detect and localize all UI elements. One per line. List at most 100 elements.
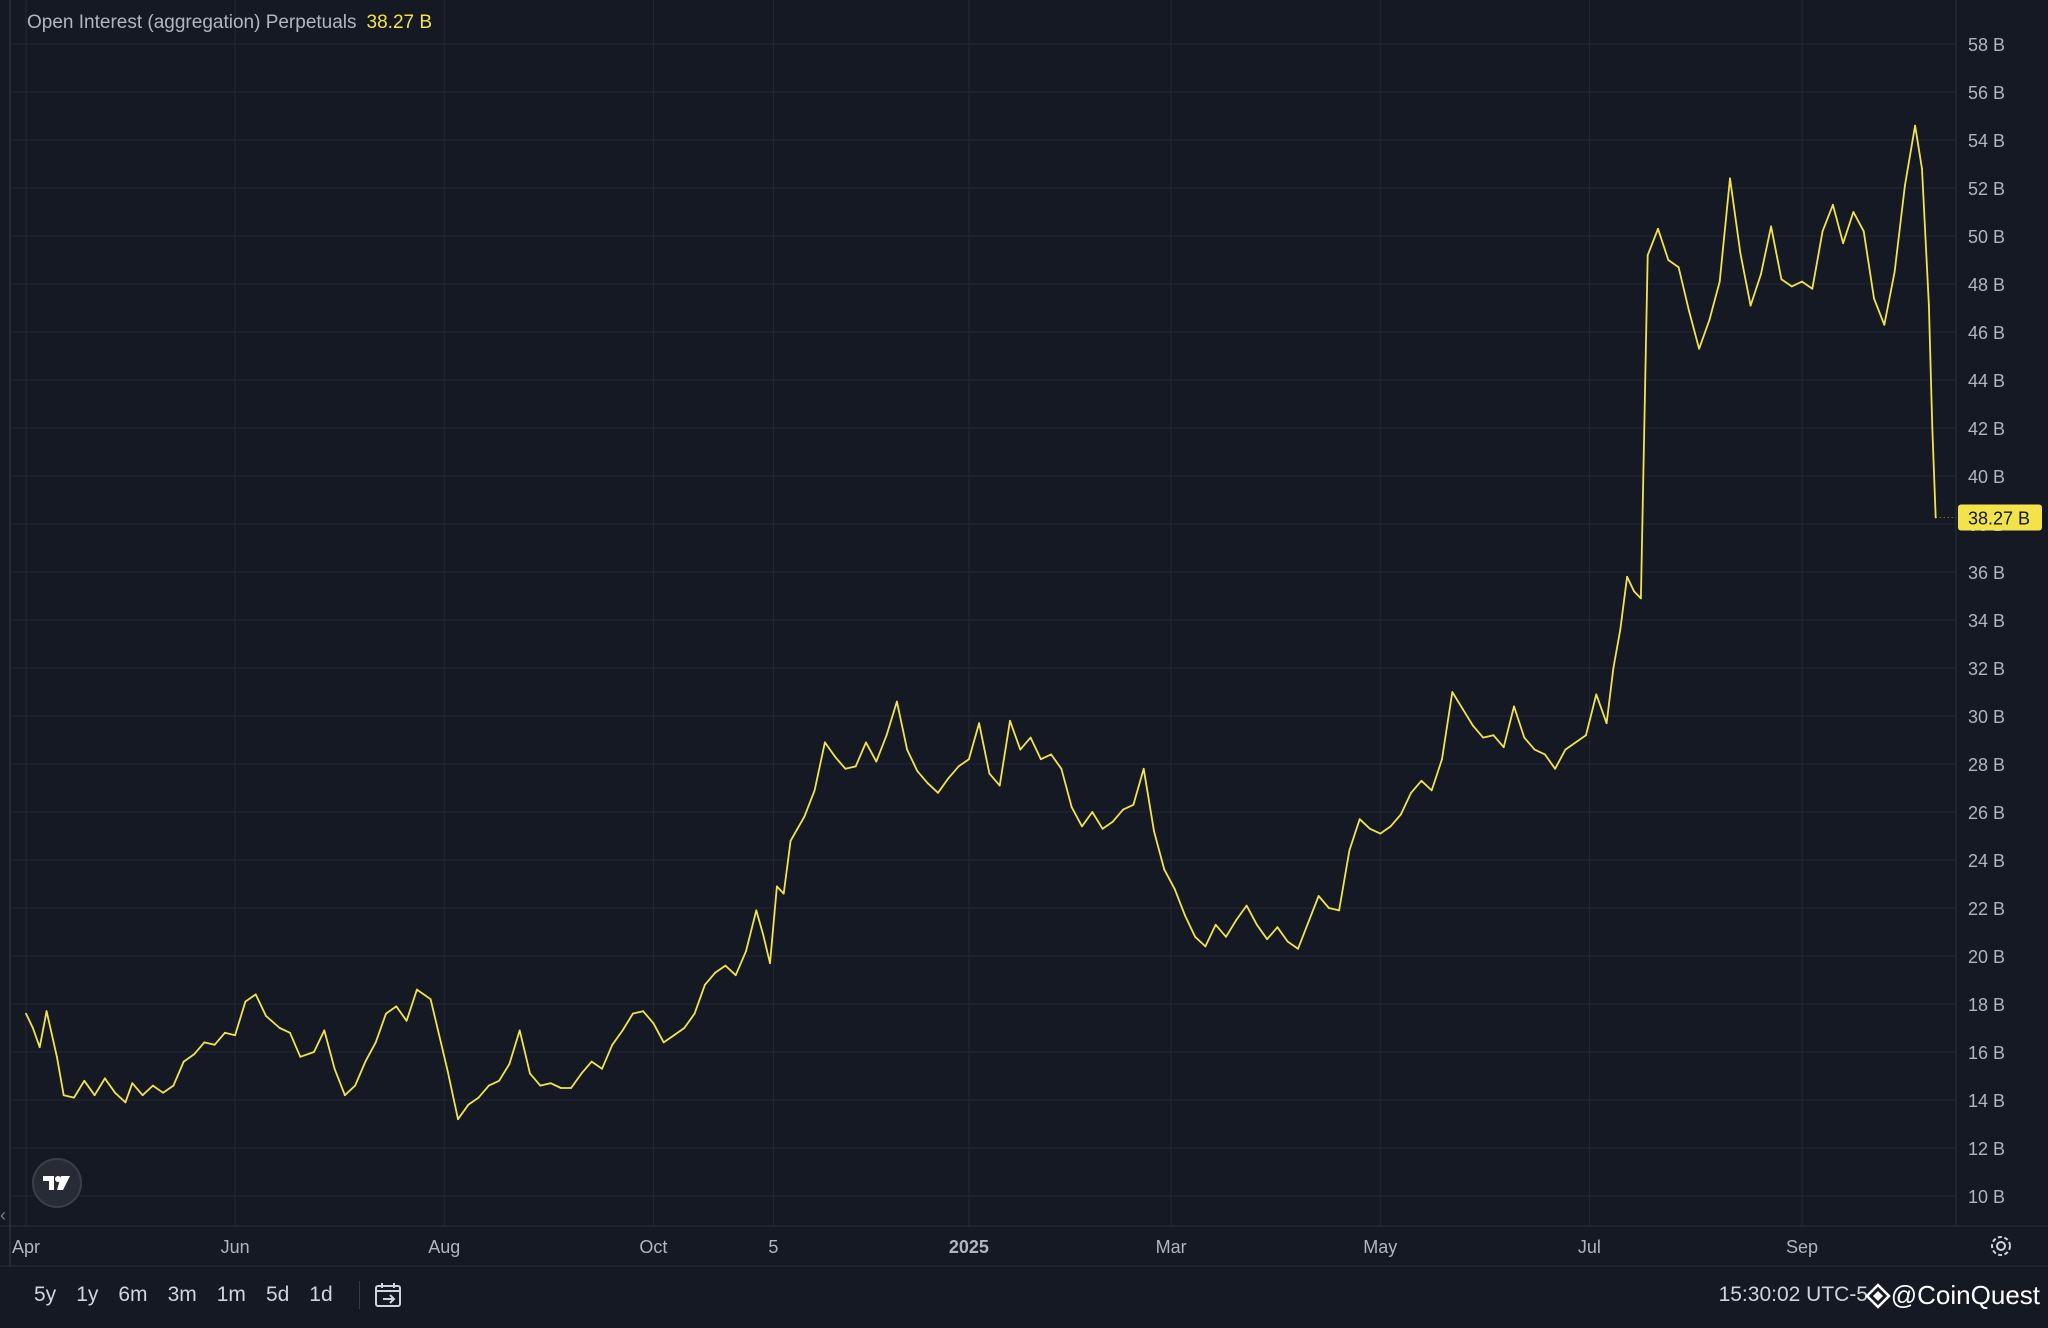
data-point <box>1759 273 1762 276</box>
data-point <box>1235 919 1238 921</box>
data-point <box>25 1012 27 1015</box>
data-point <box>875 760 878 763</box>
data-point <box>926 782 929 785</box>
data-point <box>1811 287 1814 290</box>
data-point <box>1471 724 1474 727</box>
data-point <box>467 1103 470 1106</box>
data-point <box>580 1072 583 1075</box>
data-point <box>1297 947 1299 950</box>
data-point <box>374 1041 377 1044</box>
data-point <box>796 827 799 830</box>
watermark: @CoinQuest <box>1864 1280 2040 1311</box>
data-point <box>1019 748 1022 751</box>
data-point <box>1927 304 1930 307</box>
data-point <box>703 983 706 986</box>
data-point <box>1420 779 1423 782</box>
data-point <box>865 741 867 744</box>
y-tick-label: 56 B <box>1968 83 2005 103</box>
data-point <box>916 770 919 773</box>
x-tick-label: Jul <box>1578 1237 1601 1257</box>
data-point <box>998 784 1001 787</box>
x-tick-label: Jun <box>221 1237 250 1257</box>
range-selector: 5y 1y 6m 3m 1m 5d 1d <box>24 1283 343 1307</box>
range-1m[interactable]: 1m <box>216 1283 246 1306</box>
data-point <box>162 1091 165 1094</box>
data-point <box>278 1027 281 1029</box>
y-tick-label: 14 B <box>1968 1091 2005 1111</box>
x-tick-label: Aug <box>428 1237 460 1257</box>
data-point <box>1619 628 1622 631</box>
utc-clock[interactable]: 15:30:02 UTC-5 <box>1718 1283 1868 1306</box>
range-1d[interactable]: 1d <box>309 1283 333 1306</box>
data-point <box>1502 746 1505 749</box>
data-point <box>967 758 970 761</box>
data-point <box>1214 923 1217 926</box>
range-5y[interactable]: 5y <box>34 1283 57 1306</box>
range-1y[interactable]: 1y <box>76 1283 99 1306</box>
data-point <box>1821 230 1824 233</box>
range-3m[interactable]: 3m <box>167 1283 197 1306</box>
data-point <box>1687 309 1690 312</box>
watermark-text: @CoinQuest <box>1890 1280 2040 1310</box>
y-tick-label: 40 B <box>1968 467 2005 487</box>
chevron-left-icon[interactable]: ‹ <box>0 1205 6 1225</box>
data-point <box>1163 868 1166 871</box>
data-point <box>1639 597 1642 600</box>
data-point <box>45 1010 48 1013</box>
data-point <box>1441 758 1443 761</box>
data-point <box>1451 691 1454 693</box>
data-point <box>1173 887 1176 890</box>
data-point <box>151 1084 154 1087</box>
data-point <box>1729 177 1731 180</box>
x-tick-label: Oct <box>639 1237 667 1257</box>
y-tick-label: 30 B <box>1968 707 2005 727</box>
data-point <box>1801 280 1803 283</box>
data-point <box>1081 825 1083 828</box>
y-tick-label: 20 B <box>1968 947 2005 967</box>
data-point <box>1543 753 1546 756</box>
data-point <box>1677 266 1680 269</box>
data-point <box>734 974 737 977</box>
data-point <box>1612 667 1615 669</box>
range-6m[interactable]: 6m <box>118 1283 148 1306</box>
series-line <box>25 124 1937 1121</box>
data-point <box>1338 909 1341 912</box>
data-point <box>1194 935 1197 938</box>
settings-gear-icon[interactable] <box>1988 1233 2014 1264</box>
data-point <box>131 1082 134 1085</box>
data-point <box>1492 734 1495 737</box>
data-point <box>1307 921 1310 924</box>
data-point <box>1790 285 1793 288</box>
data-point <box>1921 167 1923 170</box>
data-point <box>978 722 981 725</box>
data-point <box>213 1043 216 1046</box>
data-point <box>518 1029 521 1032</box>
data-point <box>937 791 939 794</box>
data-point <box>885 734 888 737</box>
go-to-date-icon[interactable] <box>374 1282 404 1308</box>
data-point <box>1410 791 1413 794</box>
data-point <box>683 1027 686 1029</box>
range-5d[interactable]: 5d <box>265 1283 290 1306</box>
data-point <box>124 1101 127 1104</box>
data-point <box>1739 251 1742 254</box>
data-point <box>299 1055 302 1058</box>
data-point <box>789 839 792 842</box>
data-point <box>539 1084 542 1087</box>
data-point <box>621 1029 624 1032</box>
data-point <box>1101 827 1104 830</box>
data-point <box>652 1022 655 1025</box>
chart-legend: Open Interest (aggregation) Perpetuals 38… <box>27 12 432 34</box>
y-tick-label: 10 B <box>1968 1187 2005 1207</box>
data-point <box>1574 741 1577 744</box>
tradingview-logo-icon[interactable] <box>32 1158 82 1208</box>
bottom-toolbar: 5y 1y 6m 3m 1m 5d 1d <box>0 1267 2048 1323</box>
data-point <box>354 1084 357 1087</box>
y-tick-label: 16 B <box>1968 1043 2005 1063</box>
data-point <box>601 1067 603 1070</box>
y-tick-label: 46 B <box>1968 323 2005 343</box>
data-point <box>103 1077 106 1080</box>
last-value-box <box>1958 504 2042 531</box>
